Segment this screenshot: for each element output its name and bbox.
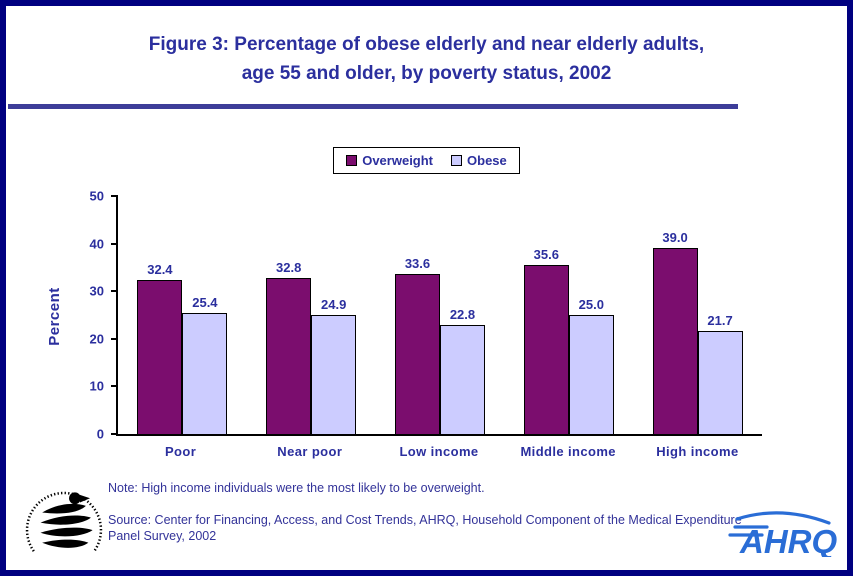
- y-tick-mark-0: [111, 433, 118, 435]
- plot-frame: 0 10 20 30 40 50 32.4 25.4 32.8 24.9 33.6 22.8 35.6…: [90, 189, 762, 442]
- legend-item-overweight: Overweight: [346, 153, 433, 168]
- category-label-low-income: Low income: [399, 444, 479, 459]
- y-axis-title: Percent: [44, 196, 64, 436]
- bar-obese-poor: 25.4: [182, 295, 228, 434]
- category-label-near-poor: Near poor: [277, 444, 343, 459]
- y-tick-mark-50: [111, 195, 118, 197]
- bar-obese-low-income: 22.8: [439, 307, 485, 434]
- bar-group-middle-income: 35.6 25.0: [523, 196, 614, 434]
- y-axis-title-text: Percent: [45, 286, 63, 346]
- bar-group-high-income: 39.0 21.7: [652, 196, 743, 434]
- bar-group-near-poor: 32.8 24.9: [266, 196, 357, 434]
- y-tick-label-0: 0: [96, 426, 104, 442]
- bar-overweight-middle-income: 35.6: [523, 247, 569, 434]
- y-tick-mark-40: [111, 242, 118, 245]
- bar-obese-near-poor: 24.9: [311, 297, 357, 434]
- y-tick-label-30: 30: [89, 283, 104, 299]
- category-label-high-income: High income: [656, 444, 739, 459]
- bar-value-label-obese-high-income: 21.7: [707, 312, 733, 328]
- bar-overweight-poor: 32.4: [137, 262, 183, 434]
- bar-value-label-obese-low-income: 22.8: [449, 307, 476, 323]
- bar-value-label-obese-poor: 25.4: [192, 295, 218, 311]
- legend-label-overweight: Overweight: [362, 153, 434, 168]
- y-tick-label-10: 10: [89, 378, 104, 394]
- ahrq-logo-text: AHRQ: [739, 523, 837, 557]
- bar-overweight-near-poor: 32.8: [266, 260, 312, 434]
- category-label-middle-income: Middle income: [520, 444, 616, 459]
- y-axis-ticks: 0 10 20 30 40 50: [66, 189, 118, 442]
- title-divider: [8, 104, 738, 109]
- category-label-poor: Poor: [164, 444, 197, 459]
- hhs-eagle-seal-icon: [22, 484, 106, 568]
- legend-label-obese: Obese: [467, 153, 507, 168]
- chart-notes: Note: High income individuals were the m…: [108, 480, 756, 544]
- bar-value-label-overweight-high-income: 39.0: [662, 230, 688, 246]
- y-tick-mark-10: [111, 385, 118, 388]
- legend-swatch-overweight: [346, 155, 358, 166]
- y-tick-mark-30: [111, 290, 118, 293]
- legend-item-obese: Obese: [451, 153, 507, 168]
- figure-title: Figure 3: Percentage of obese elderly an…: [6, 6, 847, 88]
- y-tick-label-40: 40: [89, 236, 104, 252]
- bar-obese-high-income: 21.7: [697, 313, 743, 434]
- bar-value-label-overweight-middle-income: 35.6: [533, 246, 559, 262]
- bar-value-label-overweight-low-income: 33.6: [404, 256, 431, 272]
- bar-value-label-overweight-poor: 32.4: [147, 261, 173, 277]
- bar-overweight-high-income: 39.0: [652, 230, 698, 434]
- bar-group-poor: 32.4 25.4: [137, 196, 228, 434]
- plot-area: 32.4 25.4 32.8 24.9 33.6 22.8 35.6 25.0 39.0 21.7: [118, 196, 762, 434]
- y-tick-label-50: 50: [89, 188, 104, 204]
- figure-title-line2: age 55 and older, by poverty status, 200…: [241, 63, 612, 84]
- legend-row: Overweight Obese: [6, 147, 847, 174]
- bar-chart: Percent 0 10 20 30 40 50 32.4 25.4 32.8 24.9 33.6…: [46, 189, 816, 464]
- ahrq-logo: AHRQ: [727, 509, 837, 562]
- legend-swatch-obese: [451, 155, 463, 166]
- chart-source: Source: Center for Financing, Access, an…: [108, 513, 742, 543]
- bar-obese-middle-income: 25.0: [568, 297, 614, 434]
- chart-note: Note: High income individuals were the m…: [108, 481, 485, 495]
- bar-value-label-obese-middle-income: 25.0: [578, 297, 604, 312]
- bar-value-label-overweight-near-poor: 32.8: [276, 259, 302, 275]
- legend: Overweight Obese: [333, 147, 520, 174]
- y-tick-mark-20: [111, 337, 118, 340]
- x-axis-labels: Poor Near poor Low income Middle income High…: [116, 444, 762, 459]
- bar-group-low-income: 33.6 22.8: [394, 196, 485, 434]
- bar-overweight-low-income: 33.6: [394, 256, 440, 434]
- y-tick-label-20: 20: [89, 331, 104, 347]
- figure-title-line1: Figure 3: Percentage of obese elderly an…: [148, 34, 705, 55]
- bar-value-label-obese-near-poor: 24.9: [321, 297, 347, 313]
